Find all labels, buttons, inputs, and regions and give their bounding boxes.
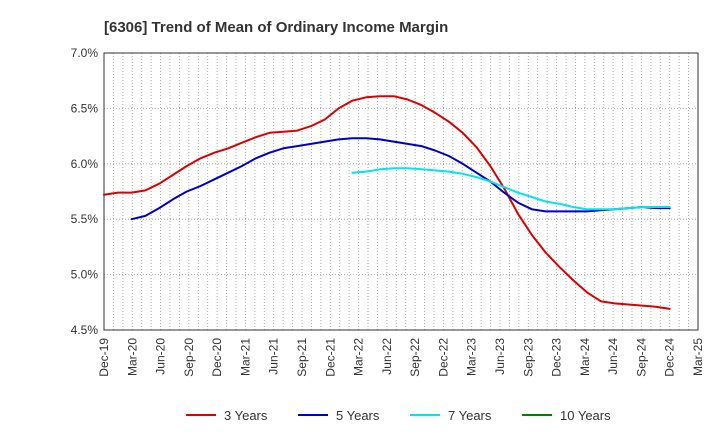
series-line-3-years (103, 95, 671, 310)
x-tick-label: Mar-21 (238, 338, 252, 376)
x-tick-label: Dec-19 (97, 338, 111, 377)
x-axis: Dec-19 Mar-20 Jun-20 Sep-20 Dec-20 Mar-21 Jun-… (97, 338, 705, 377)
legend-label: 10 Years (560, 408, 611, 423)
y-tick-label: 4.5% (71, 323, 99, 337)
x-tick-label: Jun-22 (380, 338, 394, 375)
x-tick-label: Sep-22 (408, 338, 422, 377)
x-tick-label: Dec-23 (550, 338, 564, 377)
legend-label: 5 Years (336, 408, 380, 423)
y-tick-label: 5.0% (71, 268, 99, 282)
y-tick-label: 6.5% (71, 101, 99, 115)
x-tick-label: Sep-20 (182, 338, 196, 377)
x-tick-label: Mar-22 (352, 338, 366, 376)
series-line-7-years (351, 167, 671, 211)
x-tick-label: Dec-20 (210, 338, 224, 377)
y-tick-label: 7.0% (71, 46, 99, 60)
x-tick-label: Sep-21 (295, 338, 309, 377)
x-tick-label: Dec-21 (323, 338, 337, 377)
x-tick-label: Sep-23 (521, 338, 535, 377)
x-tick-label: Jun-20 (154, 338, 168, 375)
series-lines (103, 95, 671, 310)
y-axis: 7.0% 6.5% 6.0% 5.5% 5.0% 4.5% (71, 46, 99, 337)
x-tick-label: Dec-22 (436, 338, 450, 377)
x-tick-label: Sep-24 (634, 338, 648, 377)
plot-frame (103, 52, 699, 331)
legend-label: 7 Years (448, 408, 492, 423)
x-tick-label: Mar-24 (578, 338, 592, 376)
legend: 3 Years 5 Years 7 Years 10 Years (186, 408, 611, 423)
y-tick-label: 6.0% (71, 157, 99, 171)
x-tick-label: Mar-20 (125, 338, 139, 376)
grid (104, 53, 698, 330)
x-tick-label: Jun-23 (493, 338, 507, 375)
y-tick-label: 5.5% (71, 212, 99, 226)
x-tick-label: Jun-21 (267, 338, 281, 375)
x-tick-label: Mar-25 (691, 338, 705, 376)
x-tick-label: Dec-24 (663, 338, 677, 377)
x-tick-label: Mar-23 (465, 338, 479, 376)
legend-label: 3 Years (224, 408, 268, 423)
chart-title: [6306] Trend of Mean of Ordinary Income … (104, 19, 448, 36)
series-line-5-years (130, 137, 671, 221)
x-tick-label: Jun-24 (606, 338, 620, 375)
